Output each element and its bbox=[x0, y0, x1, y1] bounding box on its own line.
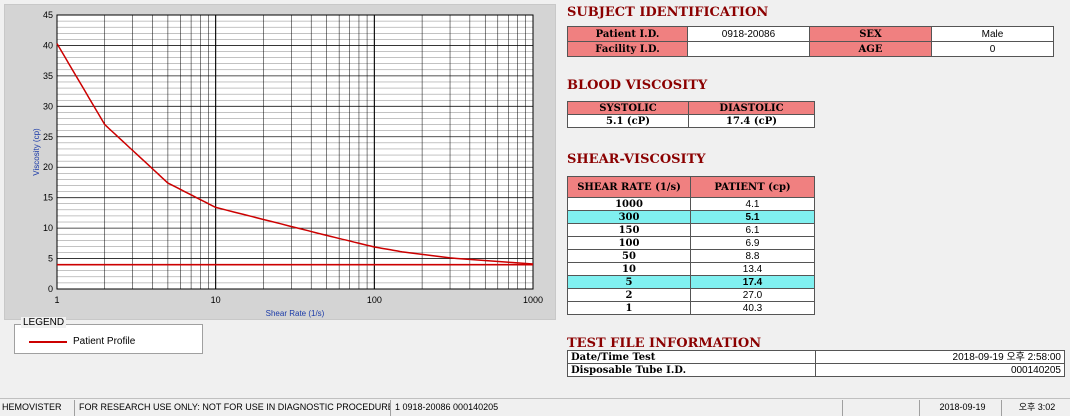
datetime-label: Date/Time Test bbox=[567, 350, 816, 364]
shear-rate-cell: 10 bbox=[567, 262, 691, 276]
shear-row: 1 40.3 bbox=[567, 301, 815, 315]
shear-rate-cell: 150 bbox=[567, 223, 691, 237]
tube-id-value: 000140205 bbox=[815, 363, 1065, 377]
x-tick-label: 10 bbox=[211, 295, 221, 305]
legend-line-swatch bbox=[29, 341, 67, 343]
shear-rate-cell: 1 bbox=[567, 301, 691, 315]
tube-id-label: Disposable Tube I.D. bbox=[567, 363, 816, 377]
shear-rate-cell: 5 bbox=[567, 275, 691, 289]
patient-cp-cell: 40.3 bbox=[690, 301, 815, 315]
shear-row: 5 17.4 bbox=[567, 275, 815, 289]
subject-section-title: SUBJECT IDENTIFICATION bbox=[567, 5, 769, 20]
shear-rate-cell: 100 bbox=[567, 236, 691, 250]
sex-label: SEX bbox=[809, 26, 932, 42]
shear-row: 100 6.9 bbox=[567, 236, 815, 250]
patient-id-label: Patient I.D. bbox=[567, 26, 688, 42]
shear-row: 10 13.4 bbox=[567, 262, 815, 276]
facility-id-label: Facility I.D. bbox=[567, 41, 688, 57]
viscosity-chart: 0 5 10 15 20 25 30 35 40 45 1 10 100 1000 Shear Rate (… bbox=[32, 10, 543, 318]
patient-id-value: 0918-20086 bbox=[687, 26, 810, 42]
y-tick-label: 40 bbox=[43, 40, 53, 50]
x-axis-title: Shear Rate (1/s) bbox=[266, 309, 325, 318]
shear-row: 150 6.1 bbox=[567, 223, 815, 237]
y-tick-label: 5 bbox=[48, 254, 53, 264]
sex-value: Male bbox=[931, 26, 1054, 42]
shear-rate-cell: 1000 bbox=[567, 197, 691, 211]
age-label: AGE bbox=[809, 41, 932, 57]
subject-table: Patient I.D. 0918-20086 SEX Male Facilit… bbox=[567, 26, 1054, 57]
patient-profile-line bbox=[56, 43, 534, 265]
y-tick-label: 20 bbox=[43, 162, 53, 172]
diastolic-label: DIASTOLIC bbox=[688, 101, 815, 115]
patient-cp-header: PATIENT (cp) bbox=[690, 176, 815, 198]
status-app-name: HEMOVISTER bbox=[0, 400, 75, 416]
y-tick-label: 25 bbox=[43, 132, 53, 142]
x-tick-label: 100 bbox=[367, 295, 382, 305]
viscosity-chart-panel: 0 5 10 15 20 25 30 35 40 45 1 10 100 1000 Shear Rate (… bbox=[4, 4, 556, 320]
x-tick-label: 1 bbox=[54, 295, 59, 305]
testfile-section-title: TEST FILE INFORMATION bbox=[567, 336, 762, 351]
patient-cp-cell: 17.4 bbox=[690, 275, 815, 289]
shear-rate-cell: 2 bbox=[567, 288, 691, 302]
patient-cp-cell: 8.8 bbox=[690, 249, 815, 263]
shear-row: 1000 4.1 bbox=[567, 197, 815, 211]
status-empty-cell bbox=[845, 400, 920, 416]
status-date: 2018-09-19 bbox=[922, 400, 1002, 416]
y-tick-label: 0 bbox=[48, 284, 53, 294]
y-tick-label: 30 bbox=[43, 101, 53, 111]
legend-box: LEGEND Patient Profile bbox=[14, 317, 203, 354]
shear-rate-cell: 50 bbox=[567, 249, 691, 263]
systolic-label: SYSTOLIC bbox=[567, 101, 689, 115]
status-ids: 1 0918-20086 000140205 bbox=[393, 400, 843, 416]
status-notice: FOR RESEARCH USE ONLY: NOT FOR USE IN DI… bbox=[77, 400, 391, 416]
blood-viscosity-table: SYSTOLIC DIASTOLIC 5.1 (cP) 17.4 (cP) bbox=[567, 101, 815, 128]
shear-section-title: SHEAR-VISCOSITY bbox=[567, 152, 706, 167]
patient-cp-cell: 6.9 bbox=[690, 236, 815, 250]
shear-row: 2 27.0 bbox=[567, 288, 815, 302]
legend-label: Patient Profile bbox=[73, 336, 136, 347]
blood-section-title: BLOOD VISCOSITY bbox=[567, 78, 708, 93]
patient-cp-cell: 4.1 bbox=[690, 197, 815, 211]
status-time: 오후 3:02 bbox=[1018, 402, 1056, 412]
y-axis-title: Viscosity (cp) bbox=[32, 128, 41, 176]
shear-rate-cell: 300 bbox=[567, 210, 691, 224]
testfile-table: Date/Time Test 2018-09-19 오후 2:58:00 Dis… bbox=[567, 350, 1065, 377]
shear-rate-header: SHEAR RATE (1/s) bbox=[567, 176, 691, 198]
y-tick-label: 15 bbox=[43, 193, 53, 203]
shear-row: 50 8.8 bbox=[567, 249, 815, 263]
facility-id-value bbox=[687, 41, 810, 57]
y-tick-label: 45 bbox=[43, 10, 53, 20]
age-value: 0 bbox=[931, 41, 1054, 57]
systolic-value: 5.1 (cP) bbox=[567, 114, 689, 128]
datetime-value: 2018-09-19 오후 2:58:00 bbox=[815, 350, 1065, 364]
status-bar: HEMOVISTER FOR RESEARCH USE ONLY: NOT FO… bbox=[0, 398, 1070, 416]
patient-cp-cell: 6.1 bbox=[690, 223, 815, 237]
x-tick-label: 1000 bbox=[523, 295, 543, 305]
shear-row: 300 5.1 bbox=[567, 210, 815, 224]
y-tick-label: 35 bbox=[43, 71, 53, 81]
shear-viscosity-table: SHEAR RATE (1/s) PATIENT (cp) 1000 4.1 300… bbox=[567, 176, 815, 315]
legend-title: LEGEND bbox=[21, 317, 67, 328]
patient-cp-cell: 27.0 bbox=[690, 288, 815, 302]
plot-area bbox=[56, 14, 534, 290]
patient-cp-cell: 13.4 bbox=[690, 262, 815, 276]
diastolic-value: 17.4 (cP) bbox=[688, 114, 815, 128]
y-tick-label: 10 bbox=[43, 223, 53, 233]
patient-cp-cell: 5.1 bbox=[690, 210, 815, 224]
